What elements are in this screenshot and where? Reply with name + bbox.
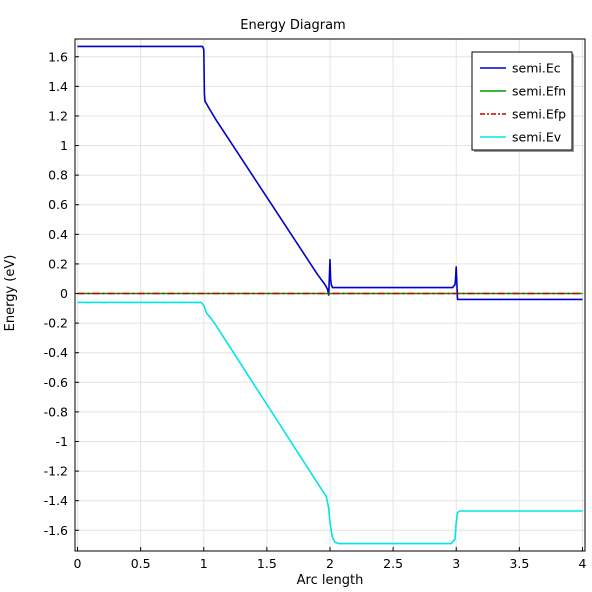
legend: semi.Ec semi.Efn semi.Efp semi.Ev bbox=[471, 51, 574, 152]
chart-title: Energy Diagram bbox=[240, 18, 345, 33]
legend-label: semi.Efp bbox=[512, 107, 566, 122]
y-tick-label: 1.4 bbox=[48, 79, 68, 94]
y-tick-label: -1.4 bbox=[44, 493, 68, 508]
x-axis-label: Arc length bbox=[297, 573, 364, 588]
y-tick-label: 0.6 bbox=[48, 197, 68, 212]
y-tick-label: 0.2 bbox=[48, 256, 68, 271]
legend-label: semi.Efn bbox=[512, 84, 566, 99]
x-tick-label: 2 bbox=[326, 556, 334, 571]
x-tick-label: 3 bbox=[452, 556, 460, 571]
x-tick-label: 2.5 bbox=[383, 556, 403, 571]
y-tick-label: -1.2 bbox=[44, 464, 68, 479]
y-tick-label: -0.6 bbox=[44, 375, 68, 390]
x-tick-label: 1 bbox=[200, 556, 208, 571]
y-tick-label: -0.4 bbox=[44, 345, 68, 360]
y-tick-label: 0.8 bbox=[48, 168, 68, 183]
legend-box bbox=[471, 51, 573, 151]
x-tick-label: 3.5 bbox=[509, 556, 529, 571]
y-tick-label: 1.6 bbox=[48, 49, 68, 64]
legend-label: semi.Ev bbox=[512, 130, 562, 145]
y-tick-label: -0.8 bbox=[44, 404, 68, 419]
x-tick-label: 0.5 bbox=[131, 556, 151, 571]
legend-label: semi.Ec bbox=[512, 61, 561, 76]
series-line-semi-ev bbox=[77, 301, 583, 545]
y-tick-label: 1 bbox=[60, 138, 68, 153]
series-line-semi-ec bbox=[77, 45, 583, 301]
axis-ticks: 0 0.5 1 1.5 2 2.5 3 3.5 4 1.6 1.4 1.2 1 0.8 0.6 0.4 0.2 0… bbox=[44, 49, 587, 571]
y-tick-label: -1.6 bbox=[44, 523, 68, 538]
y-tick-label: 0 bbox=[60, 286, 68, 301]
y-tick-label: -1 bbox=[56, 434, 68, 449]
y-tick-label: 1.2 bbox=[48, 108, 68, 123]
y-axis-label: Energy (eV) bbox=[3, 255, 18, 332]
y-tick-label: 0.4 bbox=[48, 227, 68, 242]
gridlines bbox=[75, 39, 585, 551]
x-tick-label: 0 bbox=[74, 556, 82, 571]
x-tick-label: 4 bbox=[578, 556, 586, 571]
y-tick-label: -0.2 bbox=[44, 316, 68, 331]
series-layer bbox=[77, 45, 583, 545]
x-tick-label: 1.5 bbox=[257, 556, 277, 571]
